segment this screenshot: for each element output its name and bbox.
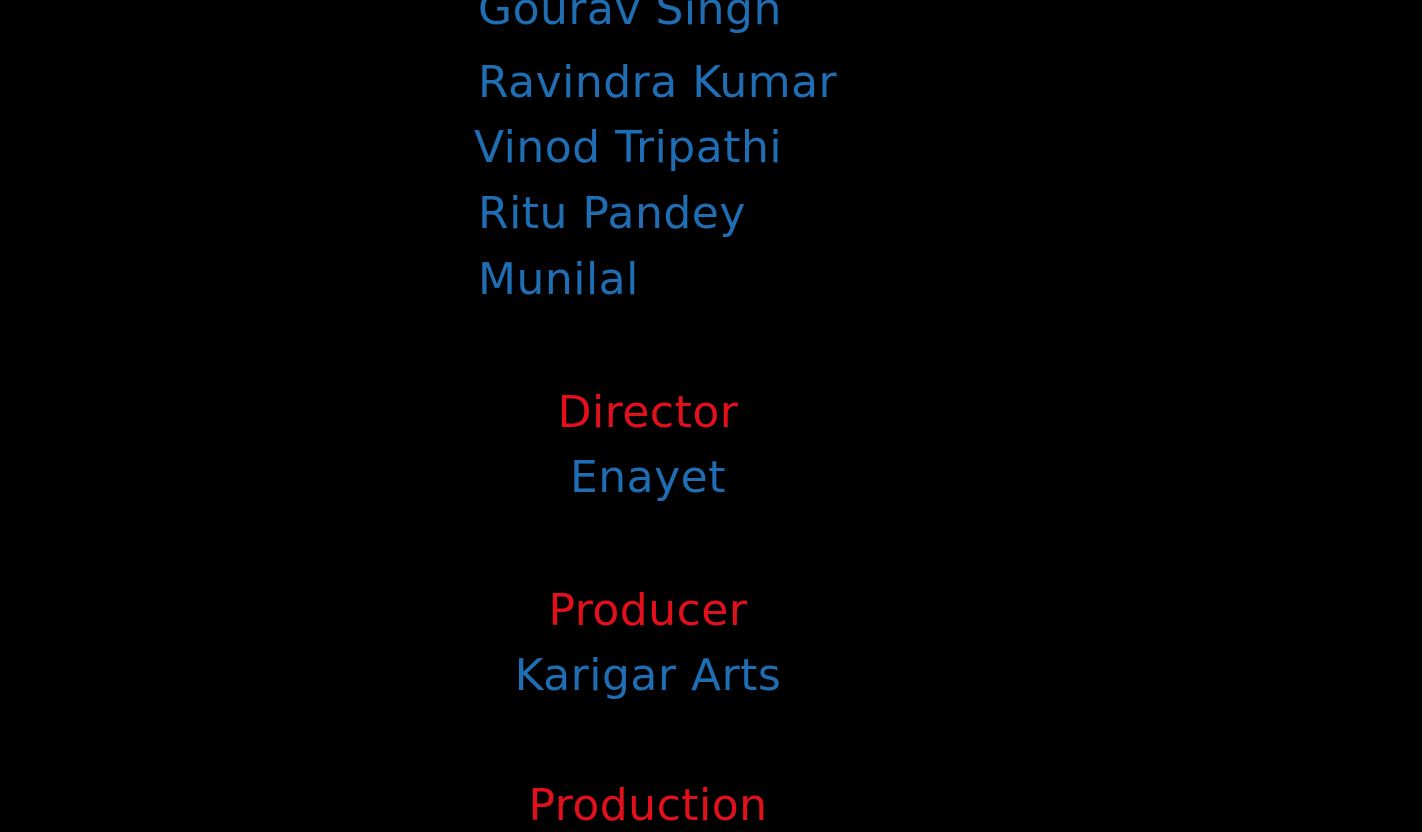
cast-name: Ravindra Kumar <box>478 57 838 108</box>
director-role: Director <box>557 387 739 438</box>
cast-name: Munilal <box>478 254 639 305</box>
director-name: Enayet <box>569 452 726 503</box>
cast-name: Vinod Tripathi <box>474 122 783 173</box>
cast-name: Gourav Singh <box>478 0 782 35</box>
cast-name: Ritu Pandey <box>478 188 746 239</box>
producer-name: Karigar Arts <box>514 650 782 701</box>
producer-role: Producer <box>548 585 748 636</box>
production-role: Production <box>528 780 768 831</box>
